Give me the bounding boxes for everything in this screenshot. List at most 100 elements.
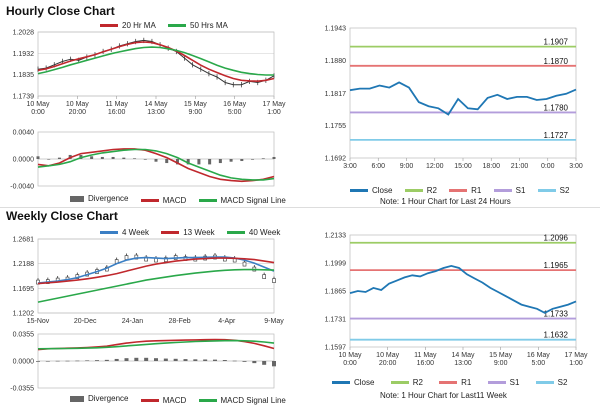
legend-divergence: Divergence (88, 194, 129, 203)
weekly-divergence-bar (85, 360, 90, 361)
hourly-divergence-bar (122, 157, 126, 159)
legend-macd-signal: MACD Signal Line (220, 195, 286, 205)
hourly-macd-chart: 0.0040 0.0000 -0.0040 Divergence MACD MACD… (0, 128, 290, 208)
legend-close-weekly: Close (354, 378, 375, 387)
hourly-divergence-bar (47, 159, 51, 160)
weekly-divergence-bar (144, 357, 149, 361)
hourly-divergence-bar (197, 159, 201, 165)
legend-macd-weekly: MACD (162, 395, 187, 405)
weekly-levels-level-label-r1: 1.1965 (544, 261, 569, 270)
hourly-price-x-tick-1: 10 May 20:00 (66, 101, 89, 116)
hourly-divergence-bar (165, 159, 169, 164)
hourly-title: Hourly Close Chart (6, 4, 115, 18)
weekly-macd-plot: 0.0355 0.0000 -0.0355 (10, 332, 276, 393)
weekly-macd-signal-line (37, 339, 275, 350)
weekly-price-body (134, 254, 139, 260)
weekly-levels-x-tick-5: 16 May 5:00 (527, 352, 550, 367)
weekly-levels-y-tick-1: 1.1999 (325, 261, 347, 268)
weekly-levels-legend: Close R2 R1 S1 S2 (332, 377, 577, 387)
weekly-40-week-line (37, 268, 275, 303)
weekly-divergence-bar (252, 361, 257, 364)
weekly-price-x-tick-2: 24-Jan (122, 318, 144, 325)
weekly-levels-x-tick-6: 17 May 1:00 (565, 352, 588, 367)
hourly-divergence-bar (272, 156, 276, 159)
hourly-price-x-tick-3: 14 May 13:00 (145, 101, 168, 116)
weekly-price-body (262, 274, 266, 279)
hourly-divergence-bar (229, 159, 233, 162)
weekly-levels-plot: 1.2133 1.1999 1.1865 1.1731 1.1597 1.2096 1.19… (325, 233, 588, 368)
hourly-price-x-tick-0: 10 May 0:00 (27, 101, 50, 116)
weekly-levels-level-label-s2: 1.1632 (544, 331, 569, 340)
weekly-divergence-bar (272, 361, 276, 367)
hourly-levels-x-tick-7: 0:00 (541, 163, 555, 170)
legend-close: Close (372, 186, 393, 195)
weekly-13-week-line (37, 257, 275, 285)
hourly-levels-x-tick-4: 15:00 (454, 163, 472, 170)
weekly-price-chart: 4 Week 13 Week 40 Week 1.2681 1.2188 1.169… (0, 225, 290, 330)
weekly-price-y-tick-3: 1.1202 (13, 311, 35, 318)
weekly-price-legend: 4 Week 13 Week 40 Week (100, 227, 290, 237)
weekly-divergence-bar (242, 361, 247, 362)
hourly-divergence-bar (57, 157, 61, 159)
weekly-divergence-bar (95, 360, 99, 361)
legend-divergence-weekly: Divergence (88, 394, 129, 403)
legend-r2: R2 (426, 186, 437, 195)
weekly-levels-x-tick-4: 15 May 9:00 (489, 352, 512, 367)
weekly-levels-level-label-s1: 1.1733 (544, 310, 569, 319)
weekly-macd-y-tick-1: 0.0000 (13, 359, 35, 366)
hourly-price-y-tick-0: 1.2028 (13, 30, 35, 37)
weekly-price-x-tick-1: 20-Dec (74, 318, 97, 325)
weekly-levels-y-tick-3: 1.1731 (325, 317, 347, 324)
weekly-levels-x-tick-1: 10 May 20:00 (376, 352, 399, 367)
weekly-levels-chart: 1.2133 1.1999 1.1865 1.1731 1.1597 1.2096 1.19… (300, 225, 600, 413)
hourly-divergence-bar (133, 158, 137, 159)
weekly-price-x-tick-4: 4-Apr (218, 318, 236, 325)
legend-s2: S2 (559, 186, 570, 195)
weekly-levels-x-tick-0: 10 May 0:00 (339, 352, 362, 367)
weekly-macd-legend: Divergence MACD MACD Signal Line (70, 394, 296, 405)
legend-20hr-ma: 20 Hr MA (122, 21, 156, 30)
weekly-divergence-bar (65, 360, 70, 362)
hourly-levels-x-tick-1: 6:00 (371, 163, 385, 170)
hourly-price-x-tick-6: 17 May 1:00 (263, 101, 286, 116)
weekly-note: Note: 1 Hour Chart for Last11 Week (380, 391, 507, 400)
hourly-levels-level-label-r2: 1.1907 (544, 38, 569, 47)
weekly-divergence-bar (124, 358, 129, 361)
legend-r1-weekly: R1 (461, 378, 472, 387)
hourly-20hr-ma-line (37, 41, 275, 83)
hourly-50hr-ma-line (37, 46, 274, 76)
hourly-levels-y-tick-1: 1.1880 (325, 58, 347, 65)
hourly-levels-x-tick-8: 3:00 (569, 163, 583, 170)
hourly-note: Note: 1 Hour Chart for Last 24 Hours (380, 197, 511, 206)
hourly-levels-x-tick-3: 12:00 (426, 163, 444, 170)
hourly-divergence-bar (261, 158, 265, 159)
hourly-levels-x-tick-5: 18:00 (482, 163, 500, 170)
legend-r1: R1 (471, 186, 482, 195)
hourly-levels-x-tick-0: 3:00 (343, 163, 357, 170)
weekly-divergence-bar (134, 357, 139, 361)
weekly-divergence-bar (36, 361, 40, 362)
hourly-levels-level-label-s1: 1.1780 (544, 103, 569, 112)
hourly-divergence-bar (240, 159, 244, 162)
weekly-price-x-tick-3: 28-Feb (169, 318, 191, 325)
legend-50hr-ma: 50 Hrs MA (190, 21, 228, 30)
weekly-price-y-tick-2: 1.1695 (13, 286, 35, 293)
section-divider (0, 207, 600, 208)
weekly-macd-chart: 0.0355 0.0000 -0.0355 Divergence MACD MACD… (0, 330, 290, 413)
hourly-levels-plot: 1.1943 1.1880 1.1817 1.1755 1.1692 1.1907 1.18… (325, 26, 583, 171)
weekly-price-y-tick-0: 1.2681 (13, 237, 35, 244)
hourly-price-y-tick-1: 1.1932 (13, 51, 35, 58)
hourly-price-legend: 20 Hr MA 50 Hrs MA (100, 20, 238, 30)
legend-s1-weekly: S1 (509, 378, 520, 387)
weekly-divergence-bar (193, 359, 198, 361)
weekly-divergence-bar (75, 360, 80, 362)
hourly-levels-y-tick-0: 1.1943 (325, 26, 347, 33)
hourly-divergence-bar (154, 159, 158, 162)
weekly-levels-close-line (349, 264, 577, 314)
weekly-levels-frame (349, 234, 577, 348)
legend-4-week: 4 Week (122, 228, 149, 237)
weekly-title: Weekly Close Chart (6, 209, 118, 223)
hourly-divergence-bar (208, 159, 212, 165)
weekly-macd-y-tick-2: -0.0355 (10, 386, 34, 393)
